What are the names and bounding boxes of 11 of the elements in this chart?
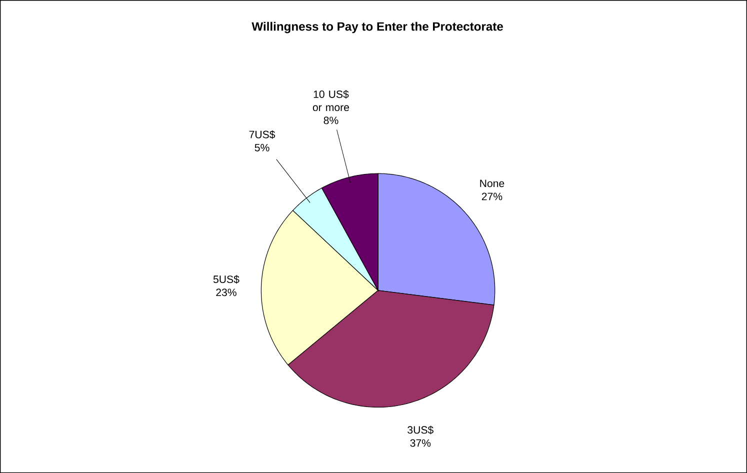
data-label: 37% xyxy=(410,439,431,447)
data-label: 5% xyxy=(254,144,270,152)
slice-label: 5US$ xyxy=(213,275,240,284)
chart-title: Willingness to Pay to Enter the Protectorate xyxy=(252,22,503,34)
data-label: 27% xyxy=(482,192,502,200)
slice-label: 7US$ xyxy=(249,130,276,139)
data-label: 23% xyxy=(216,288,236,296)
slice-label: 3US$ xyxy=(408,426,434,434)
slice-label: None xyxy=(480,180,504,188)
data-label: 8% xyxy=(324,116,338,124)
slice-label: 10 US$ or more xyxy=(312,90,350,112)
